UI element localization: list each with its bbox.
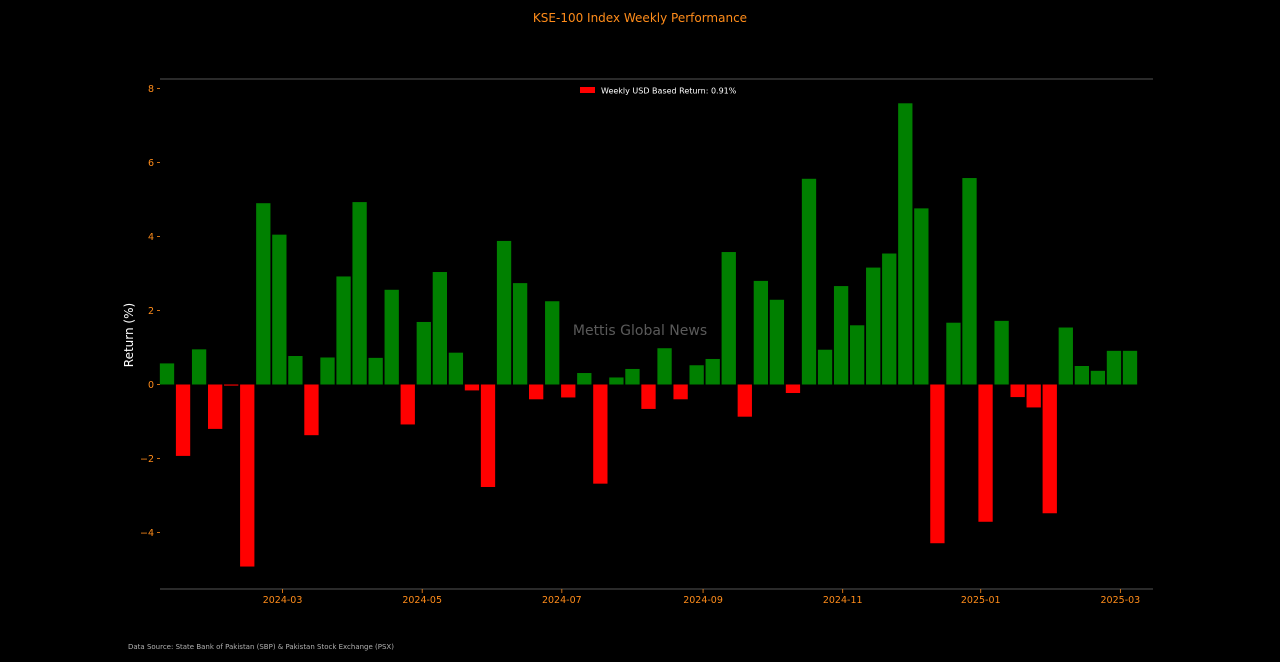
bar-59 [1106,350,1122,385]
bar-16 [416,321,431,385]
bar-49 [946,322,961,385]
bar-47 [914,208,929,385]
x-tick-label-1: 2024-05 [402,595,442,606]
bar-20 [480,384,496,487]
legend: Weekly USD Based Return: 0.91% [580,87,737,96]
bar-37 [753,280,768,385]
bar-39 [785,384,801,394]
bar-29 [625,368,640,385]
chart-title: KSE-100 Index Weekly Performance [533,11,747,25]
bar-7 [272,234,287,385]
y-tick-label-4: 4 [148,232,154,243]
bar-35 [721,252,736,385]
bar-15 [400,384,415,425]
bars-group [159,103,1138,567]
bar-40 [801,178,817,385]
x-tick-label-2: 2024-07 [542,595,582,606]
bar-3 [208,384,223,429]
bar-17 [432,272,447,385]
bar-50 [962,178,977,385]
bar-9 [304,384,319,436]
bar-34 [705,358,720,385]
data-source-note: Data Source: State Bank of Pakistan (SBP… [128,643,394,651]
bar-52 [994,320,1009,385]
y-tick-label-1: −2 [140,454,154,465]
bar-57 [1074,366,1089,385]
bar-14 [384,289,399,385]
bar-43 [850,325,865,385]
bar-13 [368,357,383,385]
bar-41 [817,349,833,385]
bar-28 [609,377,624,385]
bar-6 [256,203,271,385]
bar-11 [336,276,351,385]
x-tick-label-4: 2024-11 [823,595,863,606]
y-tick-label-6: 8 [148,84,154,95]
bar-53 [1010,384,1025,398]
bar-45 [882,253,897,385]
bar-51 [978,384,993,522]
bar-32 [673,384,688,400]
bar-42 [833,286,849,385]
watermark: Mettis Global News [573,323,707,339]
bar-25 [561,384,576,398]
bar-48 [930,384,945,544]
x-tick-label-0: 2024-03 [263,595,303,606]
bar-2 [191,349,207,385]
bar-12 [352,202,367,385]
bar-5 [240,384,255,567]
x-axis-ticks: 2024-03 2024-05 2024-07 2024-09 2024-11 2025-… [263,589,1141,606]
bar-36 [737,384,752,417]
bar-58 [1090,370,1106,385]
bar-21 [496,240,512,385]
bar-23 [529,384,544,400]
bar-31 [657,348,672,385]
bar-4 [224,384,239,386]
bar-38 [769,299,785,385]
bar-18 [448,352,464,385]
x-tick-label-6: 2025-03 [1101,595,1141,606]
bar-22 [512,283,528,385]
bar-33 [689,365,704,385]
y-tick-label-0: −4 [140,528,154,539]
bar-19 [464,384,480,391]
bar-60 [1122,350,1138,385]
y-tick-label-2: 0 [148,380,154,391]
bar-46 [898,103,913,385]
y-axis-ticks: −4 −2 0 2 4 6 8 [140,84,160,539]
y-tick-label-3: 2 [148,306,154,317]
bar-1 [175,384,191,456]
bar-55 [1042,384,1057,514]
bar-10 [320,357,335,385]
bar-26 [577,373,592,385]
bar-27 [593,384,608,484]
bar-8 [288,356,303,385]
legend-swatch [580,87,595,93]
bar-0 [159,363,175,385]
bar-54 [1026,384,1041,408]
y-axis-label: Return (%) [122,303,136,367]
bar-56 [1058,327,1073,385]
bar-44 [866,267,881,385]
x-tick-label-5: 2025-01 [961,595,1001,606]
y-tick-label-5: 6 [148,158,154,169]
x-tick-label-3: 2024-09 [683,595,723,606]
legend-label: Weekly USD Based Return: 0.91% [601,87,737,96]
bar-24 [545,301,560,385]
bar-30 [641,384,656,409]
